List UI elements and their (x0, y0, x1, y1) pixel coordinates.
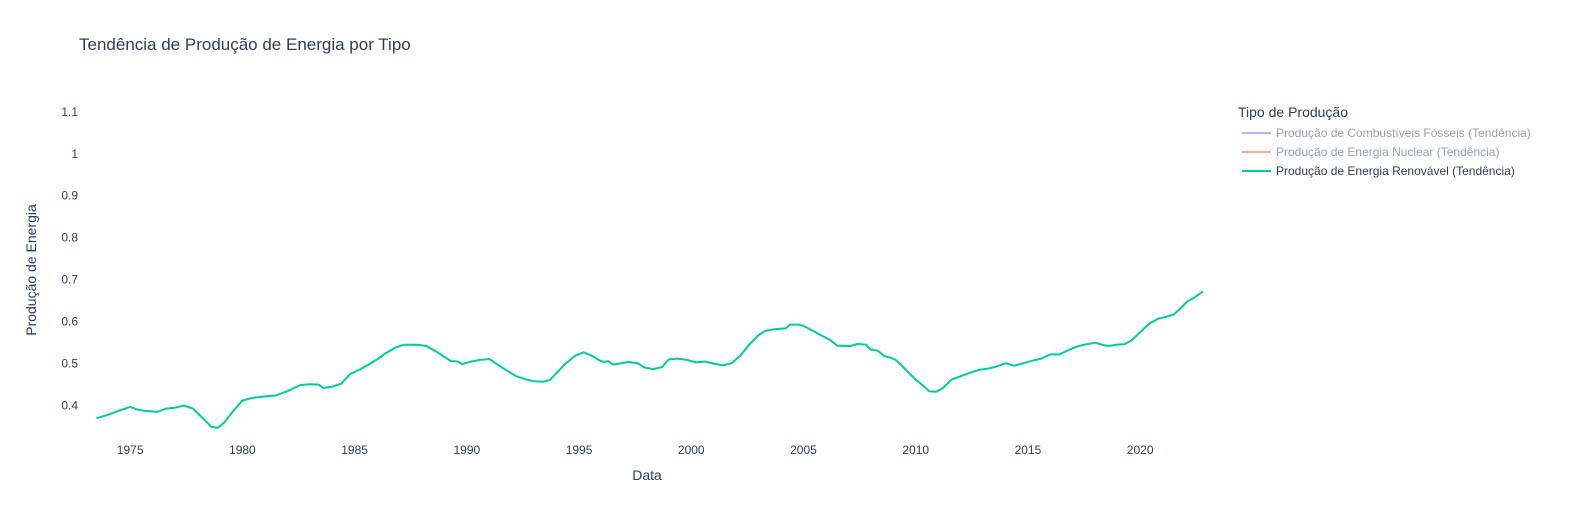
series-line-renewable[interactable] (96, 290, 1204, 429)
y-tick-label: 0.8 (61, 231, 78, 245)
x-axis-ticks: 1975 1980 1985 1990 1995 2000 2005 2010 2015 2020 (117, 443, 1154, 457)
y-axis-title: Produção de Energia (23, 204, 39, 336)
x-tick-label: 1995 (566, 443, 593, 457)
x-tick-label: 1980 (229, 443, 256, 457)
x-tick-label: 1990 (453, 443, 480, 457)
y-tick-label: 0.6 (61, 315, 78, 329)
legend-label-nuclear: Produção de Energia Nuclear (Tendência) (1276, 145, 1499, 159)
y-tick-label: 0.4 (61, 399, 78, 413)
y-axis-ticks: 0.4 0.5 0.6 0.7 0.8 0.9 1 1.1 (61, 105, 78, 413)
legend-label-renewable: Produção de Energia Renovável (Tendência… (1276, 164, 1515, 178)
y-tick-label: 1 (71, 147, 78, 161)
legend-title: Tipo de Produção (1238, 104, 1348, 120)
legend-item-renewable[interactable]: Produção de Energia Renovável (Tendência… (1242, 164, 1515, 178)
legend-item-fossil[interactable]: Produção de Combustíveis Fósseis (Tendên… (1242, 126, 1531, 140)
y-tick-label: 0.5 (61, 357, 78, 371)
x-tick-label: 2010 (902, 443, 929, 457)
x-tick-label: 2015 (1015, 443, 1042, 457)
legend: Tipo de Produção Produção de Combustívei… (1238, 104, 1531, 178)
legend-label-fossil: Produção de Combustíveis Fósseis (Tendên… (1276, 126, 1531, 140)
plot-area (96, 290, 1204, 429)
x-tick-label: 2005 (790, 443, 817, 457)
legend-item-nuclear[interactable]: Produção de Energia Nuclear (Tendência) (1242, 145, 1499, 159)
x-axis-title: Data (632, 467, 662, 483)
y-tick-label: 0.7 (61, 273, 78, 287)
x-tick-label: 2000 (678, 443, 705, 457)
y-tick-label: 1.1 (61, 105, 78, 119)
chart-title: Tendência de Produção de Energia por Tip… (79, 35, 411, 54)
x-tick-label: 1975 (117, 443, 144, 457)
x-tick-label: 1985 (341, 443, 368, 457)
x-tick-label: 2020 (1127, 443, 1154, 457)
y-tick-label: 0.9 (61, 189, 78, 203)
